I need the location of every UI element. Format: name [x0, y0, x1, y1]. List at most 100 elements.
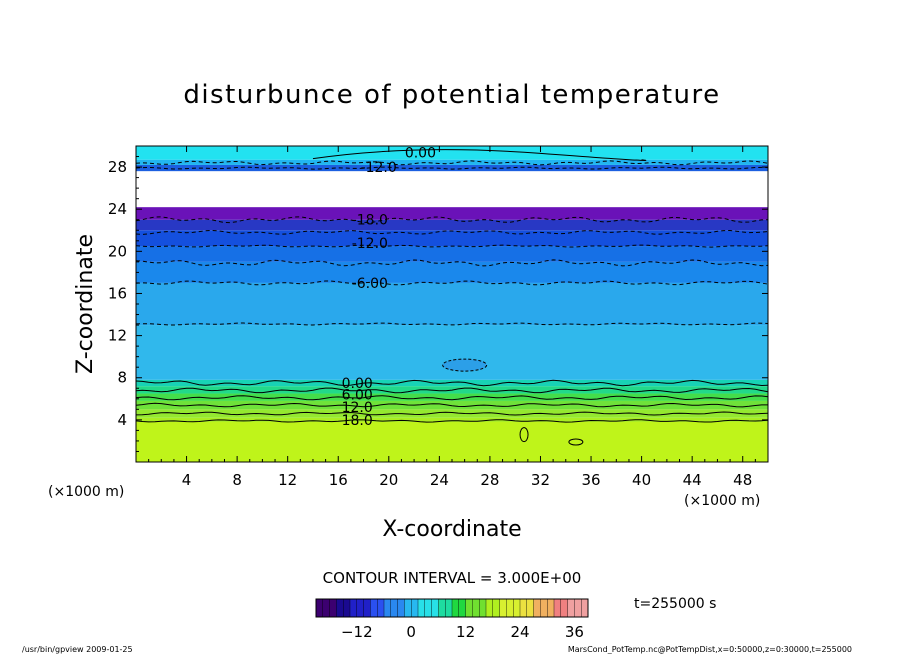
- y-tick-label: 28: [108, 158, 127, 176]
- contour-line-positive: [136, 395, 768, 401]
- colorbar-cell: [315, 598, 324, 618]
- contour-label-overlap: -12.0: [361, 160, 397, 176]
- field-band-0: [136, 421, 768, 462]
- colorbar-cell: [553, 598, 562, 618]
- contour-label: 0.00: [405, 145, 436, 161]
- footer-left: /usr/bin/gpview 2009-01-25: [22, 645, 133, 654]
- colorbar-cell: [485, 598, 494, 618]
- x-unit-right: (×1000 m): [684, 493, 760, 509]
- colorbar-cell: [424, 598, 433, 618]
- contour-line-negative: [136, 166, 768, 170]
- contour-label: -12.0: [352, 236, 388, 252]
- colorbar-cell: [356, 598, 365, 618]
- field-band-3: [136, 400, 768, 410]
- colorbar-cell: [370, 598, 378, 618]
- x-tick-label: 12: [278, 471, 297, 489]
- field-band-11: [136, 230, 768, 247]
- field-band-10: [136, 246, 768, 262]
- colorbar-cell: [465, 598, 473, 618]
- x-tick-label: 40: [632, 471, 651, 489]
- colorbar-cell: [574, 598, 582, 618]
- colorbar-cell: [506, 598, 514, 618]
- colorbar-cell: [560, 598, 569, 618]
- colorbar-cell: [499, 598, 507, 618]
- contour-blob: [568, 438, 584, 446]
- colorbar-cell: [404, 598, 412, 618]
- x-tick-label: 4: [182, 471, 192, 489]
- colorbar: [315, 598, 589, 618]
- y-tick-label: 12: [108, 327, 127, 345]
- field-band-16: [136, 146, 768, 160]
- contour-label: 6.00: [342, 388, 373, 404]
- colorbar-cell: [329, 598, 337, 618]
- y-tick-label: 4: [117, 411, 127, 429]
- colorbar-cell: [397, 598, 405, 618]
- contour-blob: [442, 358, 488, 372]
- contour-line-negative: [136, 229, 768, 235]
- contour-interval: CONTOUR INTERVAL = 3.000E+00: [323, 569, 582, 587]
- colorbar-cell: [519, 598, 528, 618]
- field-band-1: [136, 417, 768, 422]
- contour-label: 0.00: [342, 376, 373, 392]
- missing-data-region: [136, 171, 768, 208]
- y-axis-label: Z-coordinate: [73, 234, 98, 374]
- colorbar-cell: [492, 598, 501, 618]
- colorbar-cell: [383, 598, 392, 618]
- contour-line-negative: [136, 216, 768, 224]
- x-tick-label: 36: [581, 471, 600, 489]
- colorbar-tick-label: 0: [406, 623, 416, 641]
- contour-line-zero-top: [312, 149, 647, 161]
- colorbar-cell: [349, 598, 358, 618]
- contour-line-positive: [136, 402, 768, 408]
- x-tick-label: 20: [379, 471, 398, 489]
- chart-title: disturbunce of potential temperature: [183, 80, 720, 110]
- colorbar-cell: [445, 598, 453, 618]
- x-tick-label: 28: [480, 471, 499, 489]
- contour-label: -18.0: [352, 213, 388, 229]
- colorbar-cell: [567, 598, 575, 618]
- contour-line-positive: [136, 411, 768, 416]
- contour-line-negative: [136, 160, 768, 166]
- colorbar-cell: [533, 598, 541, 618]
- time-label: t=255000 s: [634, 596, 716, 612]
- colorbar-cell: [431, 598, 439, 618]
- footer-right: MarsCond_PotTemp.nc@PotTempDist,x=0:5000…: [568, 645, 852, 654]
- contour-line-positive: [136, 387, 768, 394]
- x-tick-label: 24: [430, 471, 449, 489]
- contour-line-positive: [136, 419, 768, 423]
- y-tick-label: 16: [108, 284, 127, 302]
- plot-area: [136, 146, 768, 462]
- colorbar-cell: [322, 598, 331, 618]
- field-band-7: [136, 325, 768, 380]
- colorbar-tick-label: 12: [456, 623, 475, 641]
- colorbar-tick-label: −12: [341, 623, 373, 641]
- colorbar-cell: [390, 598, 399, 618]
- x-axis-label: X-coordinate: [382, 517, 521, 542]
- colorbar-cell: [417, 598, 426, 618]
- colorbar-tick-label: 36: [565, 623, 584, 641]
- colorbar-cell: [458, 598, 467, 618]
- x-tick-label: 32: [531, 471, 550, 489]
- colorbar-cell: [451, 598, 460, 618]
- y-tick-label: 8: [117, 369, 127, 387]
- colorbar-cell: [343, 598, 351, 618]
- field-band-2: [136, 409, 768, 418]
- contour-line-negative: [136, 244, 768, 248]
- field-band-14: [136, 164, 768, 172]
- colorbar-frame: [315, 598, 589, 618]
- field-band-15: [136, 159, 768, 165]
- y-tick-label: 24: [108, 200, 127, 218]
- contour-line-negative: [136, 280, 768, 286]
- contour-line-negative: [136, 259, 768, 267]
- x-tick-label: 44: [683, 471, 702, 489]
- x-tick-label: 8: [232, 471, 242, 489]
- contour-label: 12.0: [342, 400, 373, 416]
- colorbar-cell: [472, 598, 480, 618]
- colorbar-tick-label: 24: [510, 623, 529, 641]
- field-band-6: [136, 379, 768, 387]
- contour-line-positive: [136, 379, 768, 387]
- contour-line-negative: [136, 322, 768, 326]
- y-tick-label: 20: [108, 242, 127, 260]
- colorbar-cell: [479, 598, 487, 618]
